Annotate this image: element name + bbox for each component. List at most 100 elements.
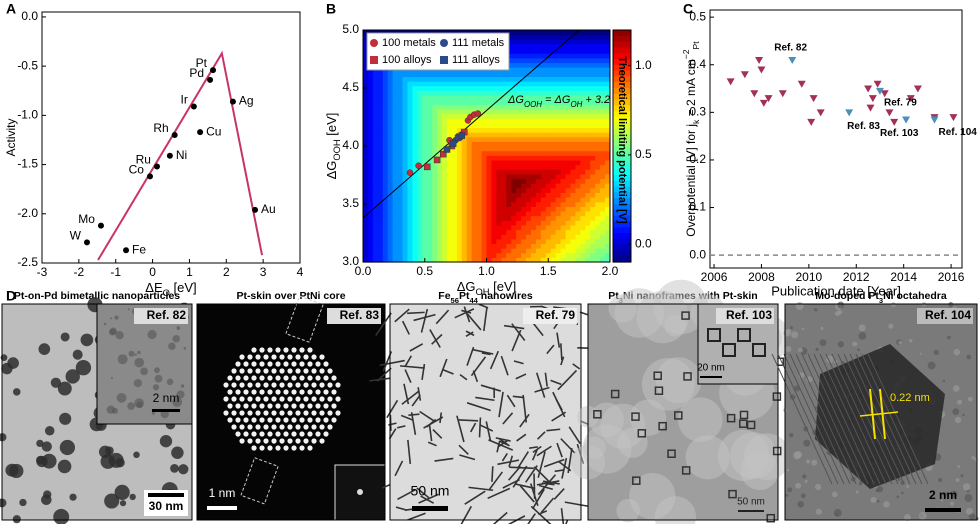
map-cell xyxy=(367,187,374,193)
text-part: + 3.2 xyxy=(582,94,610,106)
map-cell xyxy=(397,178,404,184)
map-cell xyxy=(550,238,557,245)
atom xyxy=(271,382,277,388)
map-cell xyxy=(491,113,497,119)
map-cell xyxy=(486,85,493,91)
map-cell xyxy=(476,173,483,180)
map-cell xyxy=(451,76,458,82)
map-cell xyxy=(595,99,601,105)
map-cell xyxy=(575,252,581,258)
y-tick-label: 0.2 xyxy=(689,152,706,166)
map-cell xyxy=(377,118,384,124)
point-label: Mo xyxy=(78,212,95,226)
text-part: 56 xyxy=(451,296,459,305)
map-cell xyxy=(580,150,586,156)
map-cell xyxy=(521,71,527,77)
map-cell xyxy=(446,234,453,240)
map-cell xyxy=(417,248,423,254)
map-cell xyxy=(516,197,522,203)
map-cell xyxy=(407,187,413,193)
map-cell xyxy=(412,146,418,152)
map-cell xyxy=(461,159,468,166)
map-cell xyxy=(471,201,478,207)
map-cell xyxy=(575,257,581,263)
map-cell xyxy=(387,141,394,147)
point xyxy=(755,56,764,64)
x-tick-label: 1.5 xyxy=(540,264,557,278)
map-cell xyxy=(565,62,572,68)
map-cell xyxy=(432,141,438,147)
map-cell xyxy=(466,127,473,133)
map-cell xyxy=(496,118,502,124)
map-cell xyxy=(555,201,562,207)
map-cell xyxy=(412,229,418,235)
map-cell xyxy=(516,71,522,77)
map-cell xyxy=(427,85,433,91)
particle xyxy=(41,453,57,469)
map-cell xyxy=(565,243,572,249)
map-cell xyxy=(397,192,404,198)
map-cell xyxy=(575,67,581,73)
map-cell xyxy=(590,155,596,161)
atom xyxy=(291,389,297,395)
map-cell xyxy=(570,197,577,203)
map-cell xyxy=(363,229,369,235)
map-cell xyxy=(526,197,532,203)
map-cell xyxy=(451,132,458,138)
text-part: [eV] xyxy=(170,280,197,295)
map-cell xyxy=(417,90,423,96)
noise xyxy=(870,496,877,503)
map-cell xyxy=(422,113,428,119)
map-cell xyxy=(367,150,374,156)
map-cell xyxy=(516,234,522,240)
map-cell xyxy=(565,201,572,207)
map-cell xyxy=(600,62,606,68)
map-cell xyxy=(600,81,606,87)
nanowire xyxy=(401,390,419,405)
map-cell xyxy=(471,136,478,142)
map-cell xyxy=(496,197,502,203)
map-cell xyxy=(565,234,572,240)
map-cell xyxy=(451,150,458,156)
map-cell xyxy=(377,85,384,91)
map-cell xyxy=(580,43,586,50)
point xyxy=(440,150,447,158)
noise xyxy=(802,474,807,479)
atom xyxy=(263,354,269,360)
map-cell xyxy=(545,201,552,207)
atom xyxy=(283,403,289,409)
map-cell xyxy=(486,81,493,87)
map-cell xyxy=(530,136,537,142)
map-cell xyxy=(432,210,438,217)
map-cell xyxy=(521,39,527,45)
map-cell xyxy=(481,169,488,175)
colorbar-cell xyxy=(613,146,631,153)
map-cell xyxy=(590,85,596,91)
map-cell xyxy=(377,99,384,105)
map-cell xyxy=(501,210,507,217)
map-cell xyxy=(516,210,522,217)
map-cell xyxy=(565,229,572,235)
map-cell xyxy=(605,99,611,105)
map-cell xyxy=(575,71,581,77)
map-cell xyxy=(446,173,453,180)
map-cell xyxy=(446,122,453,129)
map-cell xyxy=(466,224,473,231)
atom xyxy=(263,424,269,430)
atom xyxy=(319,424,325,430)
nanoframe xyxy=(667,449,676,458)
map-cell xyxy=(387,206,394,212)
map-cell xyxy=(387,238,394,245)
map-cell xyxy=(486,257,493,263)
map-cell xyxy=(540,164,547,170)
map-cell xyxy=(545,71,552,77)
map-cell xyxy=(442,192,448,198)
nanowire xyxy=(556,332,561,348)
map-cell xyxy=(550,99,557,105)
map-cell xyxy=(456,99,463,105)
map-cell xyxy=(481,81,488,87)
atom xyxy=(315,431,321,437)
text-part: ΔG xyxy=(324,161,339,180)
reference-label: Ref. 103 xyxy=(726,308,772,322)
map-cell xyxy=(451,187,458,193)
